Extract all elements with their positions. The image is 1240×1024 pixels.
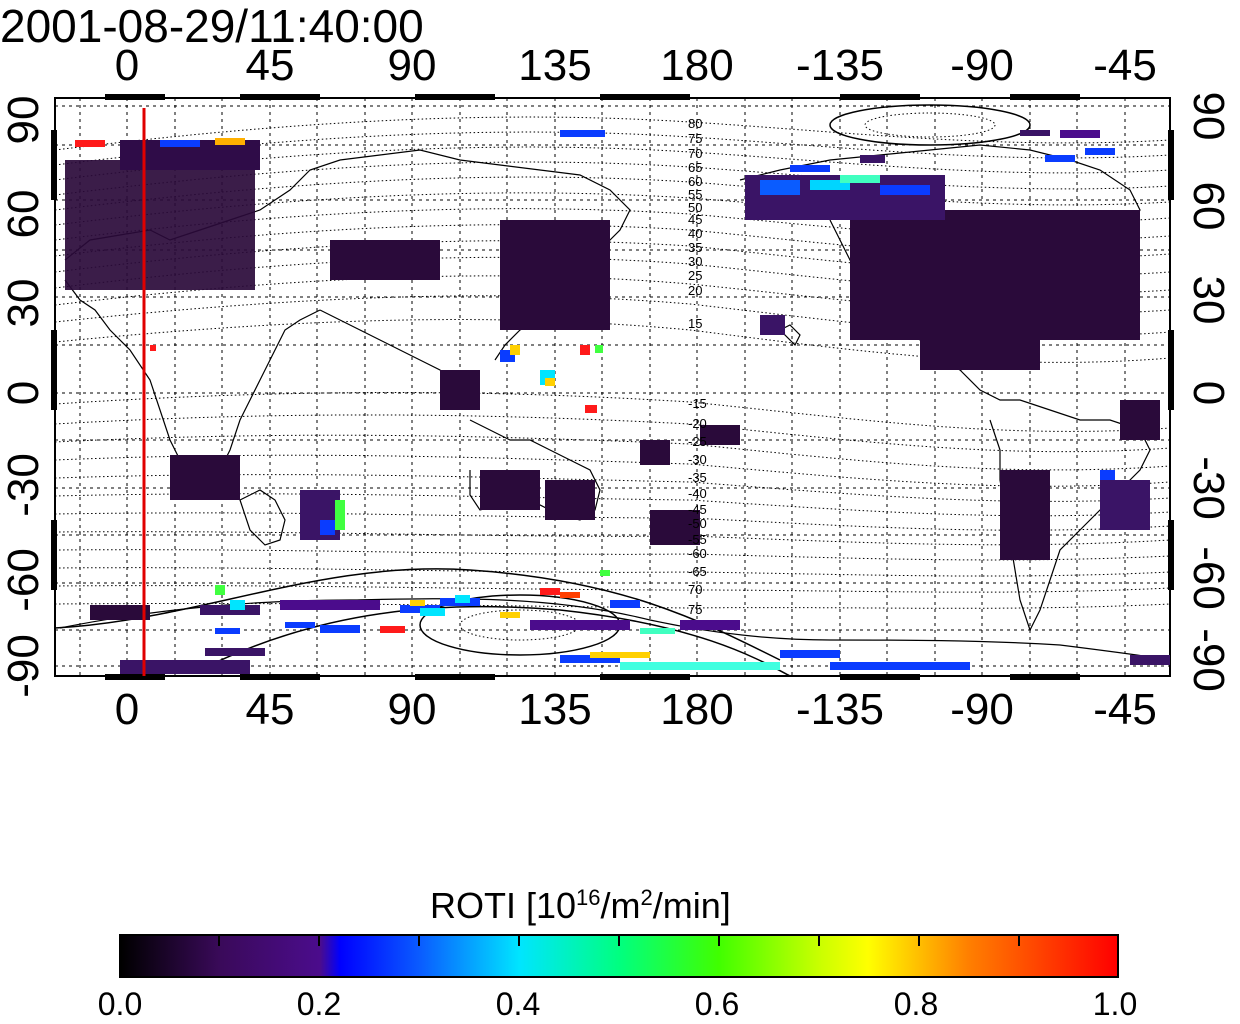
contour-label: -35 — [688, 470, 707, 485]
contour-label: 20 — [688, 283, 702, 298]
colorbar-title-exponent-2: 2 — [640, 885, 653, 910]
colorbar-label: 0.4 — [495, 986, 541, 1022]
contour-label: 55 — [688, 187, 702, 202]
y-right-tick: 0 — [1184, 380, 1233, 406]
contour-label: -25 — [688, 434, 707, 449]
contour-label: 45 — [688, 212, 702, 227]
axis-bars — [51, 94, 1174, 680]
colorbar-title: ROTI [1016/m2/min] — [430, 876, 731, 928]
contour-label: -20 — [688, 416, 707, 431]
y-left-tick: -60 — [0, 548, 48, 612]
colorbar-label: 0.8 — [893, 986, 939, 1022]
colorbar-title-main: ROTI [10 — [430, 885, 577, 926]
contour-label: 50 — [688, 200, 702, 215]
y-right-tick: 90 — [1184, 91, 1233, 141]
contour-label: 80 — [688, 116, 702, 131]
x-top-tick: -45 — [1093, 41, 1157, 90]
contour-label: 75 — [688, 602, 702, 617]
x-bottom-tick: -90 — [950, 685, 1014, 734]
y-left-tick: -90 — [0, 634, 48, 698]
colorbar-tick — [218, 936, 220, 946]
contour-label: 70 — [688, 146, 702, 161]
colorbar-title-end: /min] — [652, 885, 731, 926]
colorbar-tick — [718, 936, 720, 946]
x-bottom-tick: 90 — [387, 685, 437, 734]
contour-label: -50 — [688, 516, 707, 531]
x-top-tick: 90 — [387, 41, 437, 90]
colorbar-tick — [918, 936, 920, 946]
colorbar-label: 0.0 — [97, 986, 143, 1022]
y-right-tick: -60 — [1184, 546, 1233, 610]
contour-label: 70 — [688, 582, 702, 597]
colorbar-title-exponent: 16 — [576, 885, 601, 910]
contour-label: 30 — [688, 254, 702, 269]
colorbar-tick — [618, 936, 620, 946]
x-top-tick: 45 — [245, 41, 295, 90]
x-top-tick: -135 — [795, 41, 885, 90]
colorbar-tick — [818, 936, 820, 946]
x-bottom-tick: 45 — [245, 685, 295, 734]
contour-label: 40 — [688, 226, 702, 241]
contour-label: 25 — [688, 268, 702, 283]
contour-label: -60 — [688, 546, 707, 561]
x-top-tick: 135 — [518, 41, 592, 90]
y-left-tick: 30 — [0, 278, 48, 328]
colorbar-title-unit: /m — [600, 885, 641, 926]
contour-label: 75 — [688, 131, 702, 146]
contour-label: 15 — [688, 316, 702, 331]
y-left-tick: 0 — [0, 380, 48, 406]
x-bottom-tick: 135 — [518, 685, 592, 734]
x-bottom-tick: -135 — [795, 685, 885, 734]
timestamp: 2001-08-29/11:40:00 — [0, 0, 424, 52]
x-bottom-tick: 180 — [660, 685, 734, 734]
y-left-tick: 90 — [0, 95, 48, 145]
y-right-tick: 30 — [1184, 275, 1233, 325]
contour-label: -40 — [688, 486, 707, 501]
contour-label: 65 — [688, 160, 702, 175]
y-left-tick: -30 — [0, 453, 48, 517]
colorbar-label: 0.6 — [694, 986, 740, 1022]
y-right-tick: 60 — [1184, 181, 1233, 231]
y-left-tick: 60 — [0, 189, 48, 239]
colorbar-label: 1.0 — [1092, 986, 1138, 1022]
x-top-tick: 0 — [114, 41, 140, 90]
colorbar-tick — [1018, 936, 1020, 946]
y-right-tick: -30 — [1184, 456, 1233, 520]
x-bottom-tick: -45 — [1093, 685, 1157, 734]
contour-label: 35 — [688, 240, 702, 255]
y-right-tick: -90 — [1184, 628, 1233, 692]
colorbar-tick — [318, 936, 320, 946]
colorbar-label: 0.2 — [296, 986, 342, 1022]
x-bottom-tick: 0 — [114, 685, 140, 734]
x-top-tick: -90 — [950, 41, 1014, 90]
contour-label: 60 — [688, 174, 702, 189]
contour-labels-south: -15 -20 -25 -30 -35-40-45-50-55-60 -65 70 75 — [688, 396, 707, 617]
colorbar-tick — [418, 936, 420, 946]
contour-label: -45 — [688, 502, 707, 517]
colorbar-tick — [518, 936, 520, 946]
contour-label: -30 — [688, 452, 707, 467]
contour-label: -65 — [688, 564, 707, 579]
contour-label: -15 — [688, 396, 707, 411]
x-top-tick: 180 — [660, 41, 734, 90]
roti-data-cells — [65, 130, 1170, 674]
contour-label: -55 — [688, 532, 707, 547]
colorbar — [119, 934, 1119, 978]
